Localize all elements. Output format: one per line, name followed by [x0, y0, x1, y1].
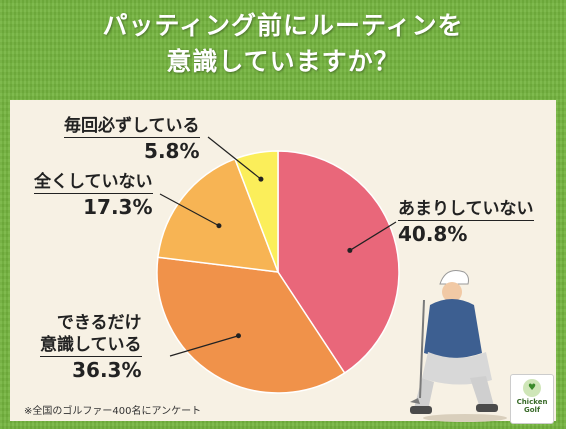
label-try-to: できるだけ 意識している 36.3%: [40, 312, 142, 383]
label-always-name: 毎回必ずしている: [64, 116, 200, 138]
leader-line-1: [169, 335, 239, 357]
label-rarely-value: 40.8%: [398, 222, 468, 246]
label-never-name: 全くしていない: [34, 172, 153, 194]
slice-never: [157, 157, 280, 273]
label-never: 全くしていない 17.3%: [34, 171, 153, 220]
chicken-golf-logo: ♥ Chicken Golf: [510, 374, 554, 424]
label-always-value: 5.8%: [144, 139, 200, 163]
label-rarely: あまりしていない 40.8%: [398, 198, 534, 247]
label-try-to-line-2: 意識している: [40, 335, 142, 357]
label-always: 毎回必ずしている 5.8%: [64, 115, 200, 164]
leader-line-0: [349, 221, 397, 251]
leader-line-3: [207, 136, 262, 180]
label-try-to-value: 36.3%: [72, 358, 142, 382]
title-line-2: 意識していますか？: [166, 47, 400, 76]
title-line-1: パッティング前にルーティンを: [102, 11, 464, 40]
footnote: ※全国のゴルファー400名にアンケート: [24, 406, 202, 417]
label-rarely-name: あまりしていない: [398, 199, 534, 221]
chart-title: パッティング前にルーティンを 意識していますか？: [0, 8, 566, 80]
heart-sprout-icon: ♥: [523, 379, 541, 397]
label-try-to-line-1: できるだけ: [56, 313, 142, 333]
logo-line-1: Chicken: [516, 398, 548, 406]
slice-try-to: [156, 256, 346, 394]
logo-line-2: Golf: [524, 406, 540, 414]
label-never-value: 17.3%: [83, 195, 153, 219]
golfer-illustration: [410, 270, 507, 422]
leader-line-2: [159, 193, 220, 227]
